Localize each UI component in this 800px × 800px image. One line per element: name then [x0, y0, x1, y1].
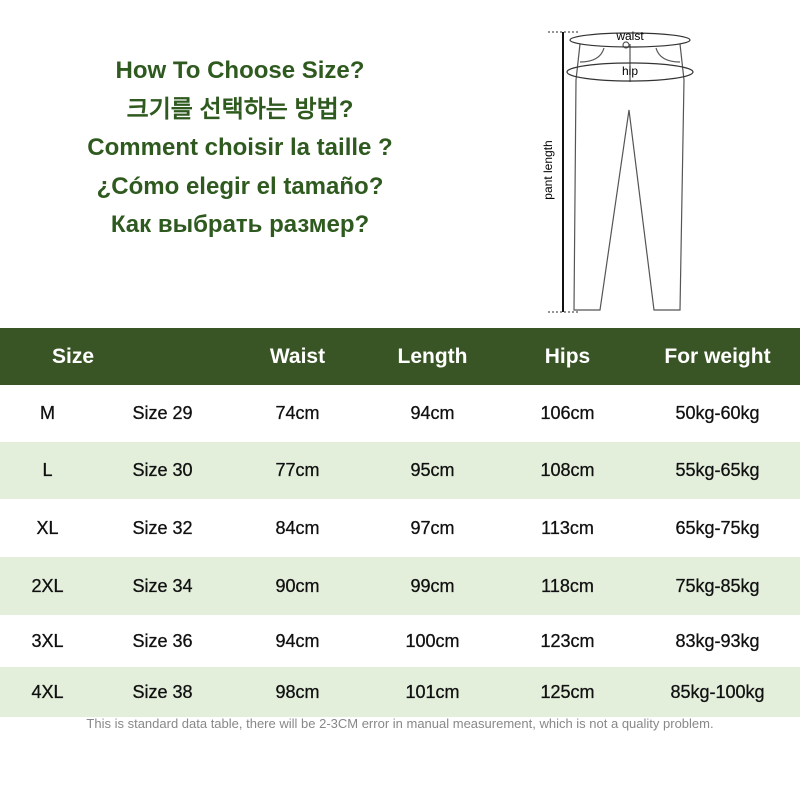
cell-length: 100cm	[405, 630, 460, 651]
cell-size-number: Size 34	[95, 557, 230, 615]
cell-length: 95cm	[365, 442, 500, 499]
cell-weight: 83kg-93kg	[675, 630, 760, 651]
title-fr: Comment choisir la taille ?	[87, 134, 393, 161]
cell-size-number: Size 38	[95, 667, 230, 717]
cell-size-letter: L	[0, 442, 95, 499]
cell-size-number: Size 36	[132, 630, 193, 651]
header-hips: Hips	[500, 328, 635, 385]
cell-waist: 90cm	[230, 557, 365, 615]
cell-size-letter: M	[40, 403, 55, 423]
hip-label: hip	[622, 64, 638, 78]
cell-size-letter: 4XL	[0, 667, 95, 717]
cell-hips: 113cm	[541, 517, 594, 538]
cell-hips: 125cm	[500, 667, 635, 717]
cell-hips: 106cm	[540, 403, 595, 423]
header-weight: For weight	[635, 328, 800, 385]
cell-waist: 74cm	[275, 403, 320, 423]
title-es: ¿Cómo elegir el tamaño?	[96, 172, 384, 200]
cell-size-letter: 3XL	[31, 630, 64, 651]
pants-measurement-diagram: waist hip pant length	[541, 29, 694, 313]
cell-weight: 65kg-75kg	[675, 517, 760, 538]
title-ko: 크기를 선택하는 방법?	[126, 95, 354, 123]
title-ru: Как выбрать размер?	[110, 211, 370, 238]
header-length: Length	[365, 328, 500, 385]
cell-size-number: Size 32	[132, 517, 193, 538]
cell-hips: 118cm	[500, 557, 635, 615]
cell-waist: 84cm	[275, 517, 320, 538]
cell-size-letter: 2XL	[0, 557, 95, 615]
table-row: 3XL Size 36 94cm 100cm 123cm 83kg-93kg	[0, 615, 800, 667]
title-en: How To Choose Size?	[115, 57, 365, 84]
cell-hips: 108cm	[500, 442, 635, 499]
cell-size-number: Size 29	[132, 403, 193, 423]
cell-length: 97cm	[410, 517, 455, 538]
disclaimer-note: This is standard data table, there will …	[86, 716, 714, 731]
table-row: L Size 30 77cm 95cm 108cm 55kg-65kg	[0, 442, 800, 499]
length-label: pant length	[541, 140, 555, 199]
cell-size-number: Size 30	[95, 442, 230, 499]
table-row: 4XL Size 38 98cm 101cm 125cm 85kg-100kg	[0, 667, 800, 717]
cell-length: 94cm	[410, 403, 455, 423]
cell-weight: 50kg-60kg	[675, 403, 760, 423]
cell-weight: 85kg-100kg	[635, 667, 800, 717]
title-block: How To Choose Size? 크기를 선택하는 방법? Comment…	[30, 52, 450, 245]
table-row: 2XL Size 34 90cm 99cm 118cm 75kg-85kg	[0, 557, 800, 615]
cell-weight: 75kg-85kg	[635, 557, 800, 615]
header-waist: Waist	[230, 328, 365, 385]
cell-length: 99cm	[365, 557, 500, 615]
cell-length: 101cm	[365, 667, 500, 717]
waist-label: waist	[615, 29, 644, 43]
cell-waist: 98cm	[230, 667, 365, 717]
header-size: Size	[0, 328, 230, 385]
cell-weight: 55kg-65kg	[635, 442, 800, 499]
cell-hips: 123cm	[540, 630, 595, 651]
size-table: Size Waist Length Hips For weight M Size …	[0, 328, 800, 717]
table-row: XL Size 32 84cm 97cm 113cm 65kg-75kg	[0, 499, 800, 557]
table-header: Size Waist Length Hips For weight	[0, 328, 800, 385]
cell-size-letter: XL	[36, 517, 59, 538]
cell-waist: 94cm	[275, 630, 320, 651]
cell-waist: 77cm	[230, 442, 365, 499]
table-row: M Size 29 74cm 94cm 106cm 50kg-60kg	[0, 385, 800, 442]
